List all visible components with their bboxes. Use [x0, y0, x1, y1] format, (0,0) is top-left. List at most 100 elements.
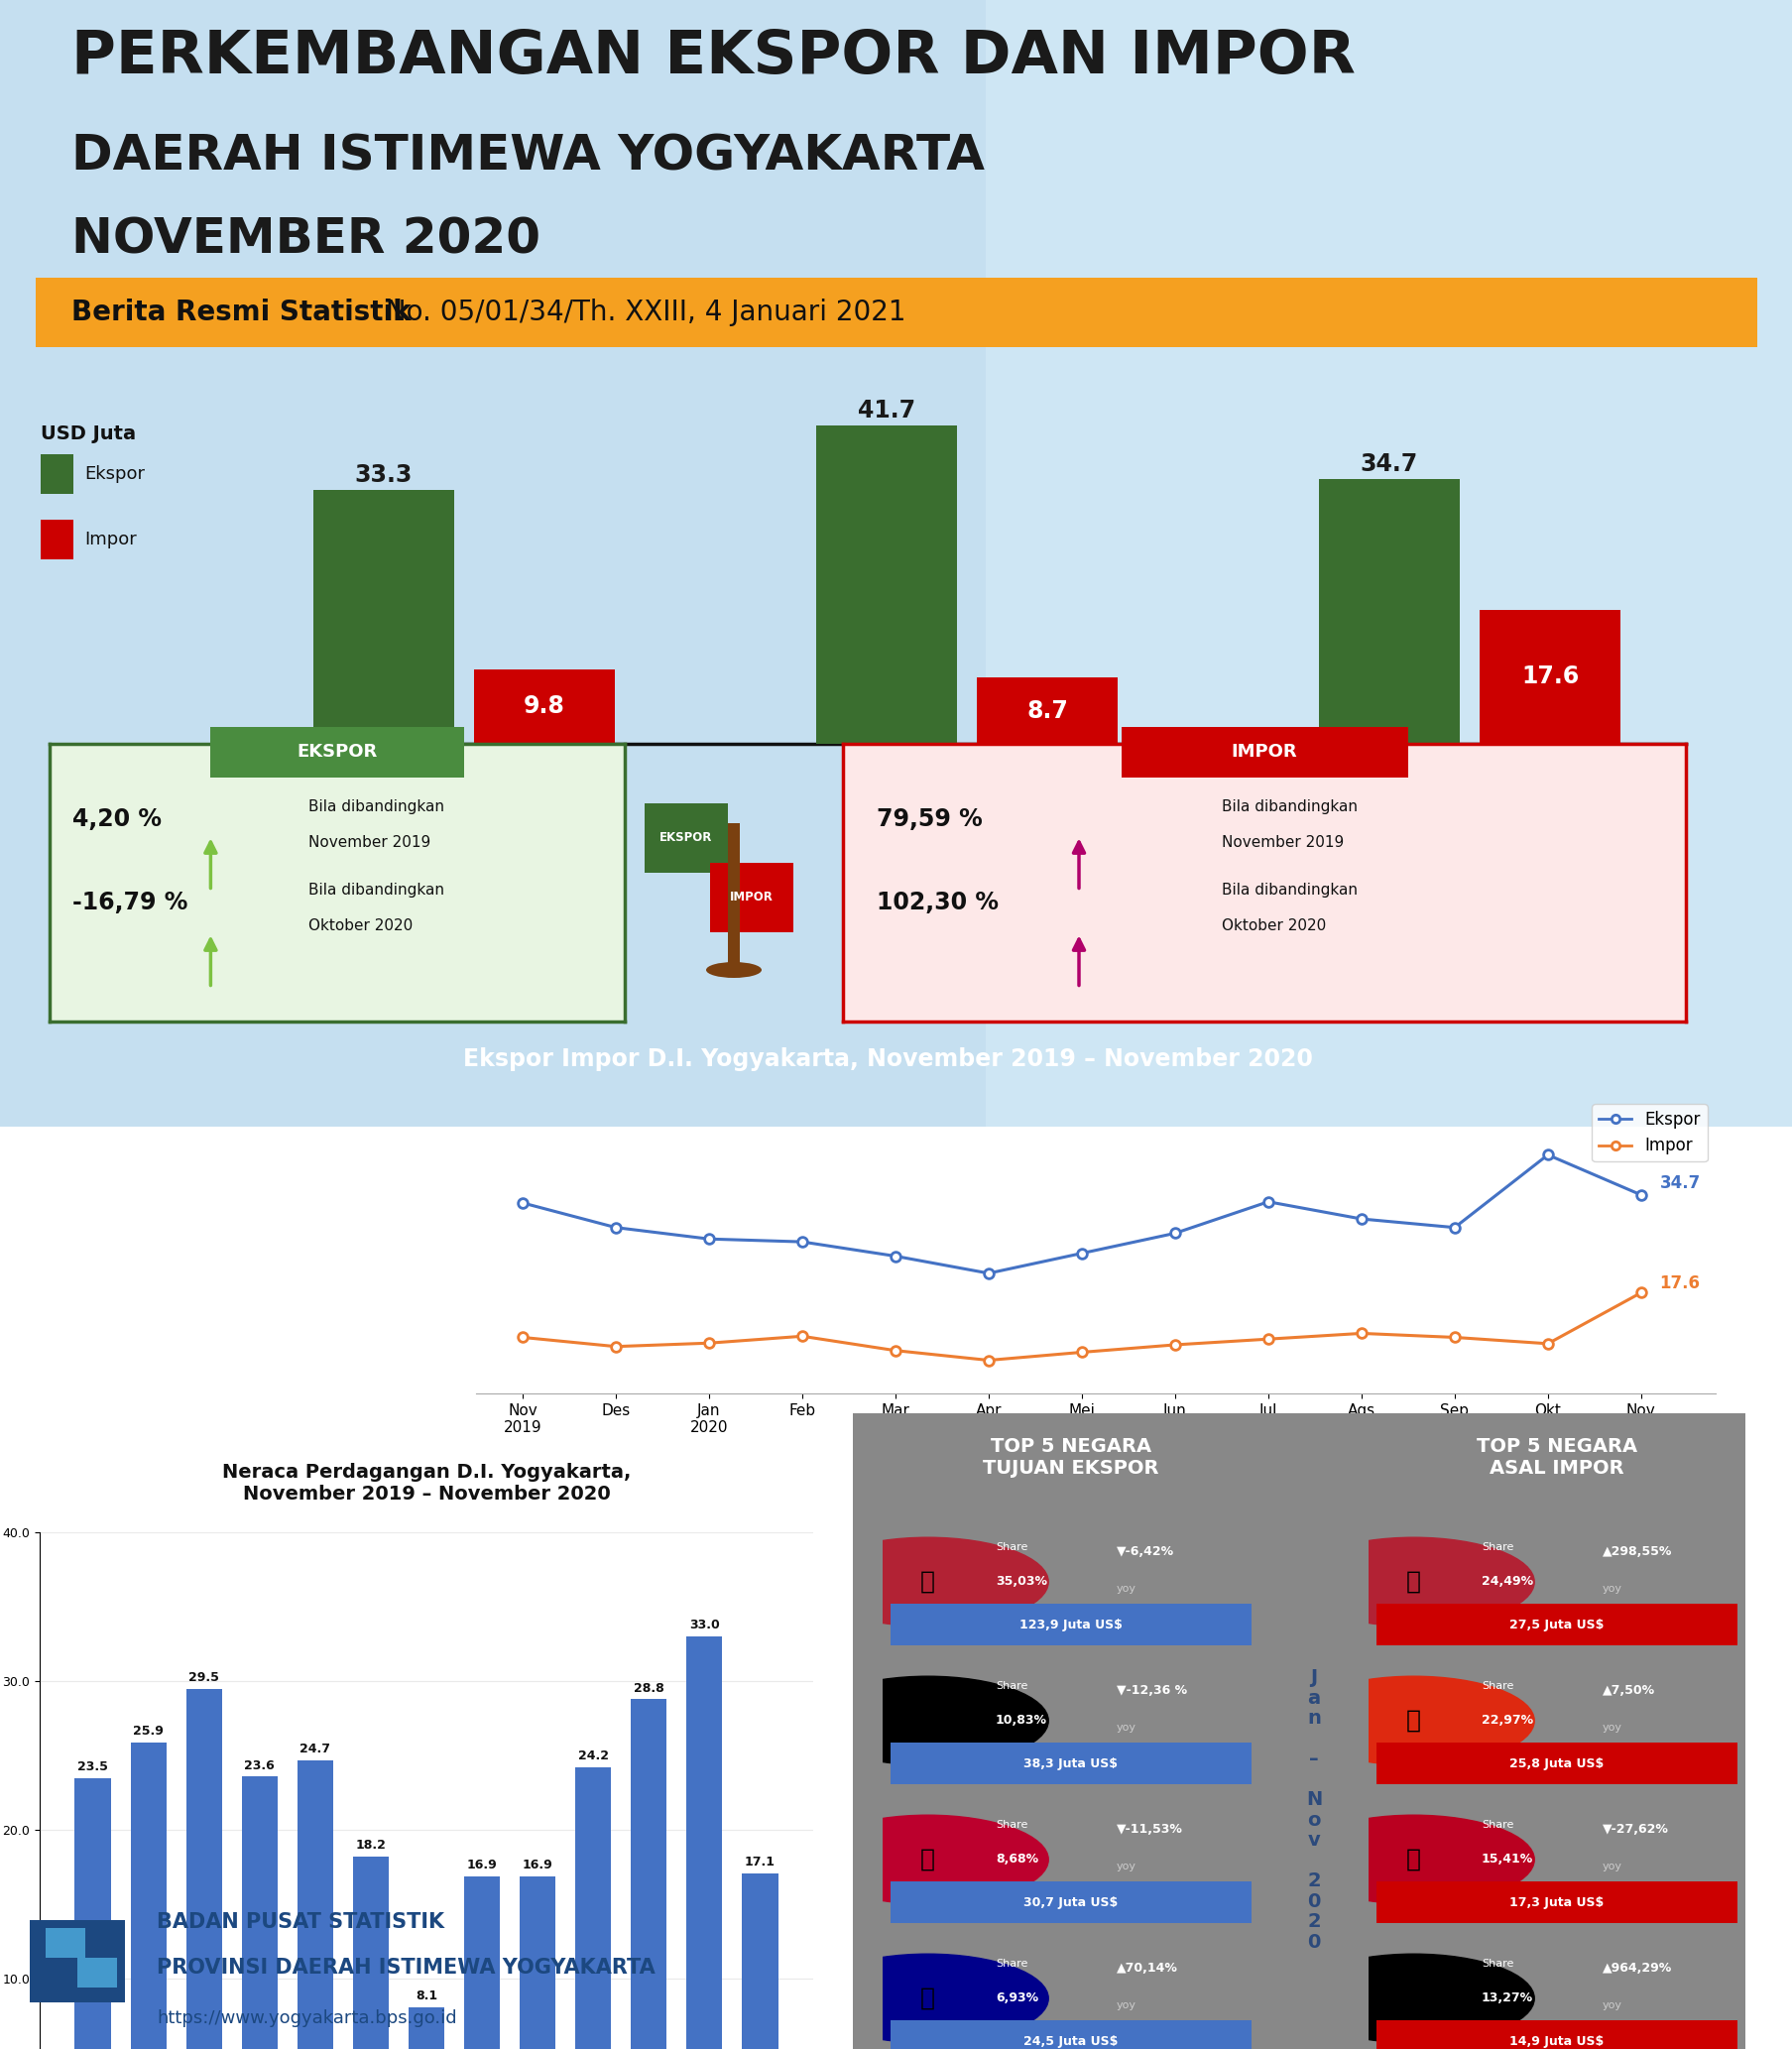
Text: 28.8: 28.8	[633, 1682, 663, 1695]
Text: 34.7: 34.7	[1360, 453, 1417, 475]
Bar	[1374, 1881, 1736, 1924]
Impor	[1443, 1326, 1464, 1350]
Text: 🏳: 🏳	[1405, 1709, 1421, 1733]
Text: 33.3: 33.3	[355, 463, 412, 488]
Ekspor	[697, 1227, 719, 1252]
Text: 24.2: 24.2	[577, 1750, 607, 1762]
Text: Share: Share	[995, 1820, 1027, 1830]
Ekspor	[1256, 1190, 1278, 1215]
Text: yoy: yoy	[1116, 2000, 1136, 2010]
Bar	[986, 0, 1792, 1127]
Text: -16,79 %: -16,79 %	[72, 891, 188, 914]
Text: 29.5: 29.5	[188, 1672, 219, 1684]
Text: IMPOR: IMPOR	[729, 889, 772, 904]
Text: Share: Share	[1480, 1680, 1512, 1690]
Impor	[1536, 1332, 1557, 1356]
Text: 79,59 %: 79,59 %	[876, 807, 982, 832]
Ellipse shape	[706, 963, 762, 977]
Text: TOP 5 NEGARA
TUJUAN EKSPOR: TOP 5 NEGARA TUJUAN EKSPOR	[982, 1438, 1158, 1477]
Text: Share: Share	[1480, 1959, 1512, 1969]
Bar	[686, 1637, 722, 2049]
Text: NOVEMBER 2020: NOVEMBER 2020	[72, 215, 541, 262]
Text: 17.1: 17.1	[744, 1856, 774, 1869]
Text: Share: Share	[995, 1959, 1027, 1969]
Bar	[409, 2006, 444, 2049]
Text: 25,8 Juta US$: 25,8 Juta US$	[1509, 1758, 1604, 1770]
Text: ▼-11,53%: ▼-11,53%	[1116, 1822, 1183, 1836]
Text: 24,49%: 24,49%	[1480, 1576, 1532, 1588]
Text: Share: Share	[995, 1680, 1027, 1690]
Text: 23.5: 23.5	[77, 1760, 108, 1772]
Text: BADAN PUSAT STATISTIK: BADAN PUSAT STATISTIK	[156, 1912, 444, 1932]
Text: 24.7: 24.7	[299, 1742, 330, 1756]
Text: Ekspor Impor D.I. Yogyakarta, November 2019 – November 2020: Ekspor Impor D.I. Yogyakarta, November 2…	[462, 1047, 1312, 1072]
Text: 15,41%: 15,41%	[1480, 1852, 1532, 1867]
Ekspor	[790, 1229, 812, 1254]
Bar	[1374, 2020, 1736, 2049]
Text: DAERAH ISTIMEWA YOGYAKARTA: DAERAH ISTIMEWA YOGYAKARTA	[72, 131, 984, 180]
Text: J
a
n
 
–
 
N
o
v
 
2
0
2
0: J a n – N o v 2 0 2 0	[1305, 1668, 1321, 1951]
Impor	[1629, 1281, 1650, 1305]
Text: PERKEMBANGAN EKSPOR DAN IMPOR: PERKEMBANGAN EKSPOR DAN IMPOR	[72, 29, 1355, 86]
Text: 38,3 Juta US$: 38,3 Juta US$	[1023, 1758, 1118, 1770]
Bar	[815, 426, 957, 744]
Bar	[242, 1776, 278, 2049]
Text: 27,5 Juta US$: 27,5 Juta US$	[1509, 1619, 1604, 1631]
Text: Impor: Impor	[84, 531, 136, 549]
Bar	[631, 1699, 667, 2049]
Bar	[575, 1768, 611, 2049]
Bar	[977, 678, 1116, 744]
Text: yoy: yoy	[1602, 1723, 1622, 1733]
Text: IMPOR: IMPOR	[1231, 744, 1297, 760]
Circle shape	[1292, 1676, 1534, 1764]
Text: No. 05/01/34/Th. XXIII, 4 Januari 2021: No. 05/01/34/Th. XXIII, 4 Januari 2021	[376, 299, 905, 326]
Text: yoy: yoy	[1602, 1584, 1622, 1594]
Circle shape	[1292, 1955, 1534, 2043]
Text: EKSPOR: EKSPOR	[297, 744, 378, 760]
Ekspor	[604, 1215, 625, 1240]
Bar	[41, 455, 73, 494]
Text: https://www.yogyakarta.bps.go.id: https://www.yogyakarta.bps.go.id	[156, 2010, 457, 2026]
Text: EKSPOR: EKSPOR	[659, 830, 713, 844]
Text: 17.6: 17.6	[1659, 1274, 1699, 1293]
Bar	[473, 670, 615, 744]
Bar	[30, 1920, 125, 2002]
Line: Impor: Impor	[518, 1289, 1645, 1365]
Bar	[1319, 479, 1459, 744]
Ekspor	[1443, 1215, 1464, 1240]
Circle shape	[806, 1955, 1048, 2043]
Circle shape	[806, 1537, 1048, 1627]
Circle shape	[806, 1815, 1048, 1904]
Text: yoy: yoy	[1116, 1863, 1136, 1871]
Impor	[977, 1348, 998, 1373]
Text: ▼-27,62%: ▼-27,62%	[1602, 1822, 1668, 1836]
Bar	[75, 1779, 111, 2049]
Text: Ekspor: Ekspor	[84, 465, 145, 484]
Text: 🏳: 🏳	[1405, 1848, 1421, 1871]
Text: Oktober 2020: Oktober 2020	[1222, 918, 1326, 934]
Circle shape	[1292, 1537, 1534, 1627]
Text: 🏳: 🏳	[919, 1570, 935, 1594]
Line: Ekspor: Ekspor	[518, 1149, 1645, 1279]
Text: PROVINSI DAERAH ISTIMEWA YOGYAKARTA: PROVINSI DAERAH ISTIMEWA YOGYAKARTA	[156, 1957, 654, 1977]
Impor	[1349, 1322, 1371, 1346]
Text: ▲70,14%: ▲70,14%	[1116, 1961, 1177, 1975]
Text: 🏳: 🏳	[919, 1988, 935, 2010]
Text: yoy: yoy	[1116, 1723, 1136, 1733]
Ekspor	[1349, 1207, 1371, 1231]
Ekspor	[977, 1260, 998, 1285]
Text: yoy: yoy	[1116, 1584, 1136, 1594]
Text: 4,20 %: 4,20 %	[72, 807, 161, 832]
Text: 23.6: 23.6	[244, 1758, 274, 1772]
FancyBboxPatch shape	[835, 1397, 1762, 2049]
Text: USD Juta: USD Juta	[41, 424, 136, 443]
Bar	[520, 1877, 556, 2049]
Text: 🏳: 🏳	[1405, 1570, 1421, 1594]
Bar	[889, 1881, 1251, 1924]
Text: 10,83%: 10,83%	[995, 1715, 1047, 1727]
Bar	[353, 1856, 389, 2049]
Text: 13,27%: 13,27%	[1480, 1992, 1532, 2004]
Ekspor	[1629, 1182, 1650, 1207]
Ekspor	[1163, 1221, 1185, 1246]
Text: Share: Share	[1480, 1543, 1512, 1553]
